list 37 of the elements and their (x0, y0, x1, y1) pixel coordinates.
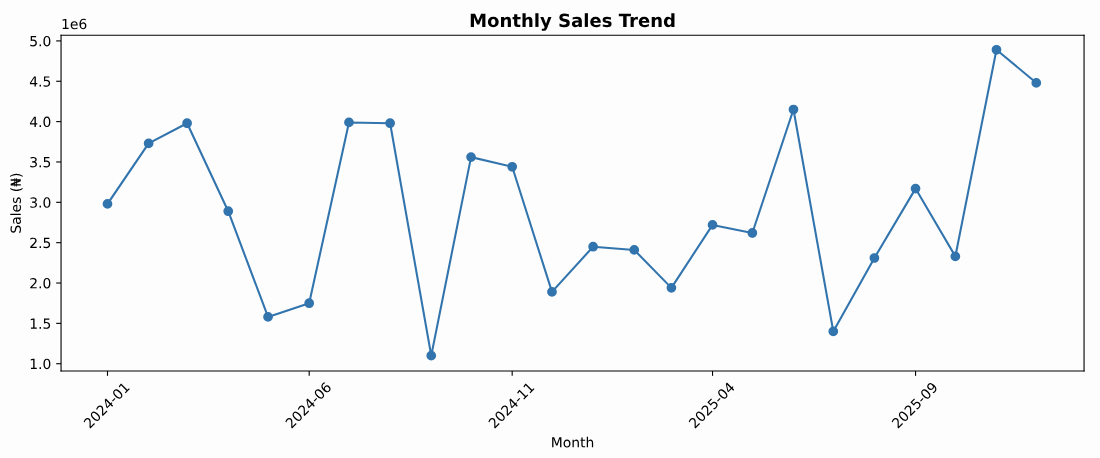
y-tick-label: 3.5 (30, 156, 51, 168)
point (102, 199, 113, 209)
point (629, 245, 640, 255)
chart-title: Monthly Sales Trend (470, 13, 675, 31)
point (666, 282, 677, 293)
y-tick-label: 1.5 (30, 318, 51, 329)
y-tick-label: 2.0 (30, 277, 51, 289)
point (304, 298, 315, 309)
point (426, 350, 437, 361)
point (910, 183, 921, 194)
point (385, 118, 395, 129)
point (223, 206, 234, 217)
y-tick-label: 5.0 (30, 35, 51, 47)
text: 1e6 (62, 18, 87, 30)
point (588, 241, 598, 252)
y-tick-label: 3.0 (30, 197, 51, 208)
point (547, 287, 557, 297)
y-axis-title: Sales (₦) (10, 173, 23, 233)
point (747, 228, 758, 238)
point (991, 44, 1002, 55)
point (869, 253, 880, 263)
point (344, 117, 354, 128)
y-tick-label: 1.0 (30, 358, 51, 370)
point (507, 161, 518, 172)
y-tick-label: 2.5 (30, 237, 51, 249)
point (466, 152, 476, 162)
y-tick-label: 4.0 (29, 116, 51, 128)
y-tick-label: 4.5 (29, 76, 51, 87)
point (263, 312, 273, 322)
point (788, 104, 799, 115)
point (950, 251, 961, 262)
point (707, 220, 718, 230)
point (1031, 78, 1042, 88)
x-axis-title: Month (552, 436, 594, 448)
point (182, 118, 192, 129)
point (143, 138, 154, 149)
point (828, 326, 839, 337)
